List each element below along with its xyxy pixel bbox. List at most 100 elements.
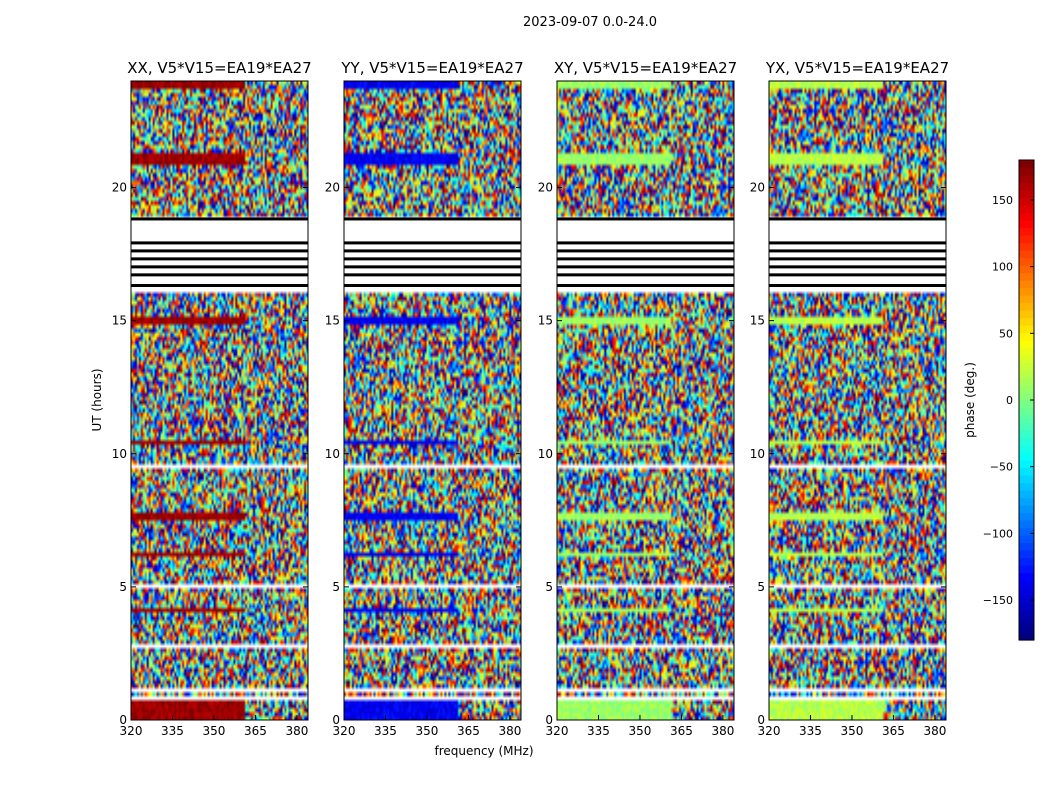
colorbar-segment [1019, 160, 1034, 169]
colorbar-segment [1019, 265, 1034, 274]
colorbar-segment [1019, 377, 1034, 386]
colorbar-segment [1019, 422, 1034, 431]
flag-stripe [344, 217, 521, 221]
x-tick-label: 350 [841, 724, 864, 738]
y-tick-label: 20 [750, 181, 765, 195]
y-tick-label: 15 [538, 314, 553, 328]
colorbar-segment [1019, 550, 1034, 559]
flag-stripe [557, 249, 734, 253]
colorbar-tick-label: 100 [992, 261, 1013, 274]
colorbar-tick-label: 0 [1006, 394, 1013, 407]
colorbar-segment [1019, 407, 1034, 416]
x-tick-label: 335 [161, 724, 184, 738]
x-tick-label: 380 [285, 724, 308, 738]
colorbar-segment [1019, 250, 1034, 259]
colorbar-segment [1019, 242, 1034, 251]
panel-frame [130, 80, 309, 721]
flag-stripe [131, 257, 308, 261]
colorbar-segment [1019, 505, 1034, 514]
panel-title: YX, V5*V15=EA19*EA27 [765, 59, 949, 77]
colorbar-segment [1019, 482, 1034, 491]
flag-stripe [557, 265, 734, 269]
x-tick-label: 350 [203, 724, 226, 738]
panel-frame [768, 80, 947, 721]
colorbar-segment [1019, 340, 1034, 349]
flag-stripe [557, 284, 734, 288]
x-tick-label: 335 [587, 724, 610, 738]
y-tick-label: 15 [750, 314, 765, 328]
colorbar-tick-label: −50 [990, 461, 1013, 474]
panel-title: YY, V5*V15=EA19*EA27 [340, 59, 523, 77]
y-tick-label: 5 [119, 580, 127, 594]
colorbar-segment [1019, 430, 1034, 439]
colorbar-segment [1019, 400, 1034, 409]
colorbar-segment [1019, 295, 1034, 304]
colorbar-segment [1019, 467, 1034, 476]
flag-stripe [344, 265, 521, 269]
flag-stripe [131, 241, 308, 245]
y-tick-label: 10 [112, 447, 127, 461]
phase-heatmap-1 [344, 81, 521, 720]
colorbar-segment [1019, 595, 1034, 604]
panel-title: XX, V5*V15=EA19*EA27 [127, 59, 311, 77]
flag-stripe [344, 257, 521, 261]
flag-stripe [557, 273, 734, 277]
colorbar-segment [1019, 617, 1034, 626]
colorbar-segment [1019, 415, 1034, 424]
y-tick-label: 15 [112, 314, 127, 328]
colorbar-segment [1019, 272, 1034, 281]
colorbar-segment [1019, 632, 1034, 641]
colorbar: −150 −100 −50 0 50 100 150 [983, 159, 1035, 641]
colorbar-segment [1019, 587, 1034, 596]
panel-title: XY, V5*V15=EA19*EA27 [554, 59, 737, 77]
colorbar-segment [1019, 205, 1034, 214]
colorbar-segment [1019, 542, 1034, 551]
colorbar-segment [1019, 325, 1034, 334]
colorbar-segment [1019, 332, 1034, 341]
colorbar-segment [1019, 475, 1034, 484]
colorbar-segment [1019, 302, 1034, 311]
colorbar-segment [1019, 167, 1034, 176]
y-tick-label: 20 [112, 181, 127, 195]
x-tick-label: 365 [670, 724, 693, 738]
flag-stripe [344, 241, 521, 245]
flag-stripe [769, 241, 946, 245]
colorbar-segment [1019, 392, 1034, 401]
x-tick-label: 320 [333, 724, 356, 738]
colorbar-segment [1019, 610, 1034, 619]
y-tick-label: 0 [545, 713, 553, 727]
y-tick-label: 5 [757, 580, 765, 594]
phase-heatmap-3 [769, 81, 946, 720]
flag-stripe [557, 241, 734, 245]
colorbar-segment [1019, 572, 1034, 581]
colorbar-segment [1019, 490, 1034, 499]
y-tick-label: 15 [325, 314, 340, 328]
panel-2: XY, V5*V15=EA19*EA27 0 5 10 15 20 320 335 350 365… [538, 59, 737, 738]
x-tick-label: 365 [244, 724, 267, 738]
colorbar-segment [1019, 520, 1034, 529]
panel-0: XX, V5*V15=EA19*EA27 0 5 10 15 20 320 335 350 365… [112, 59, 312, 738]
colorbar-tick-label: 50 [999, 327, 1013, 340]
colorbar-segment [1019, 227, 1034, 236]
panel-frame [556, 80, 735, 721]
flag-stripe [131, 217, 308, 221]
flag-stripe [131, 284, 308, 288]
colorbar-segment [1019, 317, 1034, 326]
colorbar-tick-label: −150 [983, 594, 1013, 607]
colorbar-segment [1019, 182, 1034, 191]
colorbar-tick-label: −100 [983, 527, 1013, 540]
y-tick-label: 10 [538, 447, 553, 461]
colorbar-segment [1019, 527, 1034, 536]
x-tick-label: 320 [546, 724, 569, 738]
x-tick-label: 365 [457, 724, 480, 738]
y-tick-label: 10 [325, 447, 340, 461]
colorbar-segment [1019, 310, 1034, 319]
panels-group: XX, V5*V15=EA19*EA27 0 5 10 15 20 320 335 350 365… [112, 59, 949, 738]
colorbar-segment [1019, 602, 1034, 611]
y-tick-label: 0 [332, 713, 340, 727]
colorbar-segment [1019, 625, 1034, 634]
colorbar-segment [1019, 452, 1034, 461]
colorbar-segment [1019, 370, 1034, 379]
x-tick-label: 380 [923, 724, 946, 738]
